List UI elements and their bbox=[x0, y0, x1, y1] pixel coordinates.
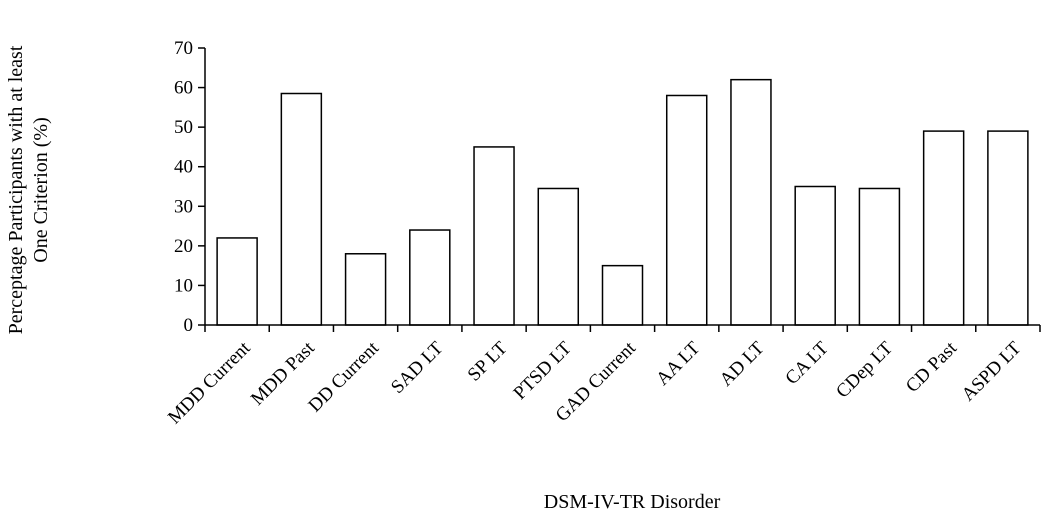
y-tick-label-10: 10 bbox=[174, 275, 193, 296]
x-tick-label-12: CD Past bbox=[902, 337, 962, 397]
y-tick-label-30: 30 bbox=[174, 196, 193, 217]
bar-3 bbox=[344, 253, 387, 326]
y-axis-title-line-1: Perceptage Participants with at least bbox=[5, 45, 27, 334]
y-tick-label-70: 70 bbox=[174, 38, 193, 59]
x-tick-label-11: CDep LT bbox=[832, 337, 897, 402]
y-tick-label-20: 20 bbox=[174, 236, 193, 257]
bar-2 bbox=[280, 92, 323, 326]
y-tick-label-0: 0 bbox=[184, 315, 194, 336]
bar-4 bbox=[409, 229, 451, 326]
x-tick-label-10: CA LT bbox=[781, 337, 833, 389]
y-tick-label-50: 50 bbox=[174, 117, 193, 138]
x-tick-label-3: DD Current bbox=[304, 337, 383, 416]
x-tick-label-4: SAD LT bbox=[387, 337, 448, 398]
bar-10 bbox=[794, 185, 836, 326]
x-tick-label-9: AD LT bbox=[716, 337, 769, 390]
bar-6 bbox=[537, 187, 580, 326]
y-axis-title-line-2: One Criterion (%) bbox=[30, 117, 52, 263]
bar-7 bbox=[601, 264, 644, 326]
y-tick-label-60: 60 bbox=[174, 78, 193, 99]
bar-8 bbox=[665, 94, 708, 326]
y-axis-title: Perceptage Participants with at least On… bbox=[5, 45, 52, 334]
y-tick-label-40: 40 bbox=[174, 157, 193, 178]
bar-13 bbox=[987, 130, 1029, 326]
x-tick-label-1: MDD Current bbox=[164, 337, 255, 428]
x-axis-title: DSM-IV-TR Disorder bbox=[544, 491, 721, 513]
bar-11 bbox=[858, 187, 901, 326]
x-tick-label-5: SP LT bbox=[464, 337, 512, 385]
bar-12 bbox=[922, 130, 965, 326]
x-tick-label-13: ASPD LT bbox=[958, 337, 1026, 405]
bar-1 bbox=[216, 237, 258, 326]
bar-9 bbox=[730, 78, 772, 326]
bar-5 bbox=[473, 146, 515, 326]
x-tick-label-8: AA LT bbox=[652, 337, 704, 389]
x-tick-label-6: PTSD LT bbox=[510, 337, 577, 404]
